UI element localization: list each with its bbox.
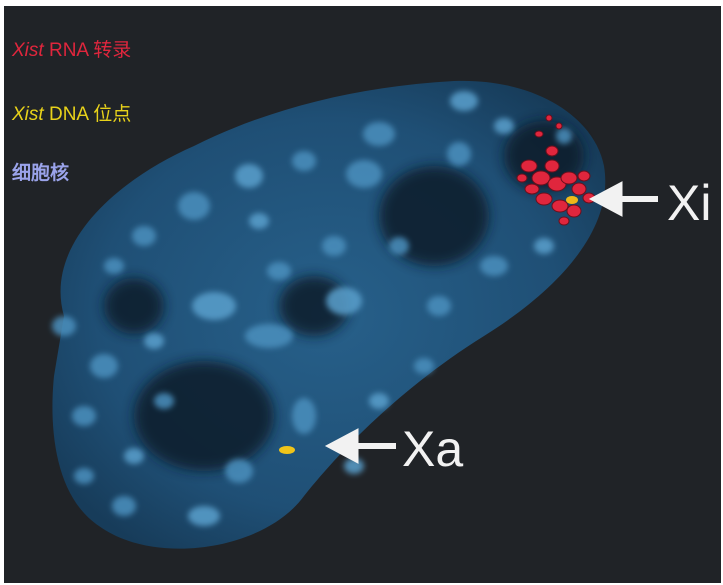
xist-rna-signal	[516, 114, 596, 226]
chromatin-focus	[450, 91, 478, 111]
legend-dna-text: DNA 位点	[43, 104, 132, 125]
chromatin-focus	[90, 354, 118, 378]
xist-rna-particle	[545, 145, 559, 157]
xist-rna-particle	[534, 130, 544, 138]
chromatin-focus	[427, 296, 451, 316]
chromatin-focus	[124, 448, 144, 464]
chromatin-focus	[346, 160, 382, 188]
chromatin-focus	[267, 262, 291, 280]
chromatin-focus	[322, 236, 346, 256]
chromatin-focus	[235, 164, 263, 188]
legend-dna-gene: Xist	[12, 104, 44, 125]
xist-rna-particle	[558, 216, 570, 226]
xist-dna-locus-xa	[279, 446, 295, 454]
chromatin-focus	[363, 122, 395, 146]
legend-rna-gene: Xist	[12, 40, 44, 61]
arrow-xa	[324, 428, 396, 464]
chromatin-focus	[344, 458, 364, 474]
xist-rna-particle	[545, 114, 553, 122]
chromatin-focus	[556, 128, 572, 144]
chromatin-focus	[480, 256, 508, 276]
legend-xist-dna: Xist DNA 位点	[12, 104, 131, 126]
xist-rna-particle	[524, 183, 540, 195]
fluorescence-micrograph	[52, 80, 658, 549]
chromatin-focus	[132, 226, 156, 246]
chromatin-focus	[72, 406, 96, 426]
legend-rna-text: RNA 转录	[43, 40, 132, 61]
chromatin-focus	[447, 142, 471, 166]
chromatin-foci	[52, 91, 572, 526]
chromatin-focus	[494, 118, 514, 134]
xist-rna-particle	[555, 122, 563, 130]
chromatin-focus	[188, 506, 220, 526]
chromatin-focus	[414, 358, 434, 374]
xist-rna-particle	[535, 192, 553, 206]
xist-rna-particle	[520, 159, 538, 173]
arrow-xi	[588, 181, 658, 217]
xist-rna-particle	[551, 199, 569, 213]
chromatin-focus	[292, 398, 316, 434]
chromatin-focus	[292, 151, 316, 171]
chromatin-focus	[249, 213, 269, 229]
chromatin-focus	[225, 459, 253, 483]
xist-rna-particle	[531, 170, 551, 186]
xist-rna-particle	[566, 204, 582, 218]
chromatin-focus	[74, 468, 94, 484]
xist-rna-particle	[516, 173, 528, 183]
chromatin-focus	[389, 237, 409, 255]
xist-dna-locus-xi	[566, 196, 578, 204]
xist-rna-particle	[560, 171, 578, 185]
xist-rna-particle	[577, 170, 591, 182]
chromatin-focus	[369, 393, 389, 409]
chromatin-focus	[178, 192, 210, 220]
xist-rna-particle	[544, 159, 560, 173]
chromatin-focus	[104, 258, 124, 274]
chromatin-focus	[534, 238, 554, 254]
label-xa: Xa	[402, 421, 464, 477]
chromatin-focus	[112, 496, 136, 516]
legend-nucleus: 细胞核	[12, 163, 70, 184]
chromatin-focus	[192, 292, 236, 320]
chromatin-focus	[52, 316, 76, 336]
chromatin-focus	[245, 324, 293, 348]
chromatin-focus	[154, 393, 174, 409]
legend-xist-rna: Xist RNA 转录	[12, 40, 131, 62]
chromatin-focus	[144, 333, 164, 349]
xist-rna-particle	[571, 182, 587, 196]
micrograph-frame: Xist RNA 转录 Xist DNA 位点 细胞核 Xi Xa	[4, 6, 721, 583]
label-xi: Xi	[667, 175, 712, 231]
chromatin-focus	[326, 287, 362, 315]
